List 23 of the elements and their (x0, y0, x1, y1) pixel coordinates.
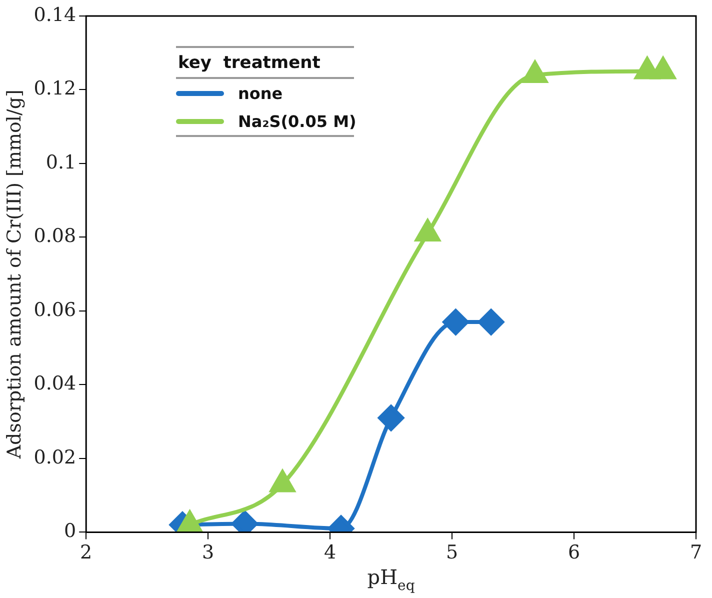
y-tick-label: 0.08 (34, 225, 76, 248)
point (415, 220, 440, 242)
legend-title: key treatment (177, 52, 322, 75)
y-tick-label: 0.1 (46, 151, 76, 174)
y-axis-title: Adsorption amount of Cr(III) [mmol/g] (3, 90, 26, 460)
x-tick-label: 2 (80, 542, 92, 564)
x-tick-label: 7 (690, 542, 702, 564)
x-tick-label: 4 (324, 542, 336, 564)
y-tick-label: 0.06 (34, 298, 76, 321)
point (270, 470, 295, 492)
y-tick-label: 0 (64, 520, 76, 542)
x-tick-label: 5 (446, 542, 458, 564)
point (650, 57, 676, 80)
y-tick-label: 0.14 (34, 4, 76, 26)
point (177, 510, 202, 532)
x-tick-label: 3 (202, 542, 214, 564)
y-tick-label: 0.02 (34, 446, 76, 468)
y-tick-label: 0.12 (34, 78, 76, 100)
y-tick-label: 0.04 (34, 372, 76, 395)
point (522, 60, 548, 83)
legend-label: none (238, 84, 283, 102)
legend-label: Na₂S(0.05 M) (238, 112, 356, 130)
x-tick-label: 6 (568, 542, 580, 564)
